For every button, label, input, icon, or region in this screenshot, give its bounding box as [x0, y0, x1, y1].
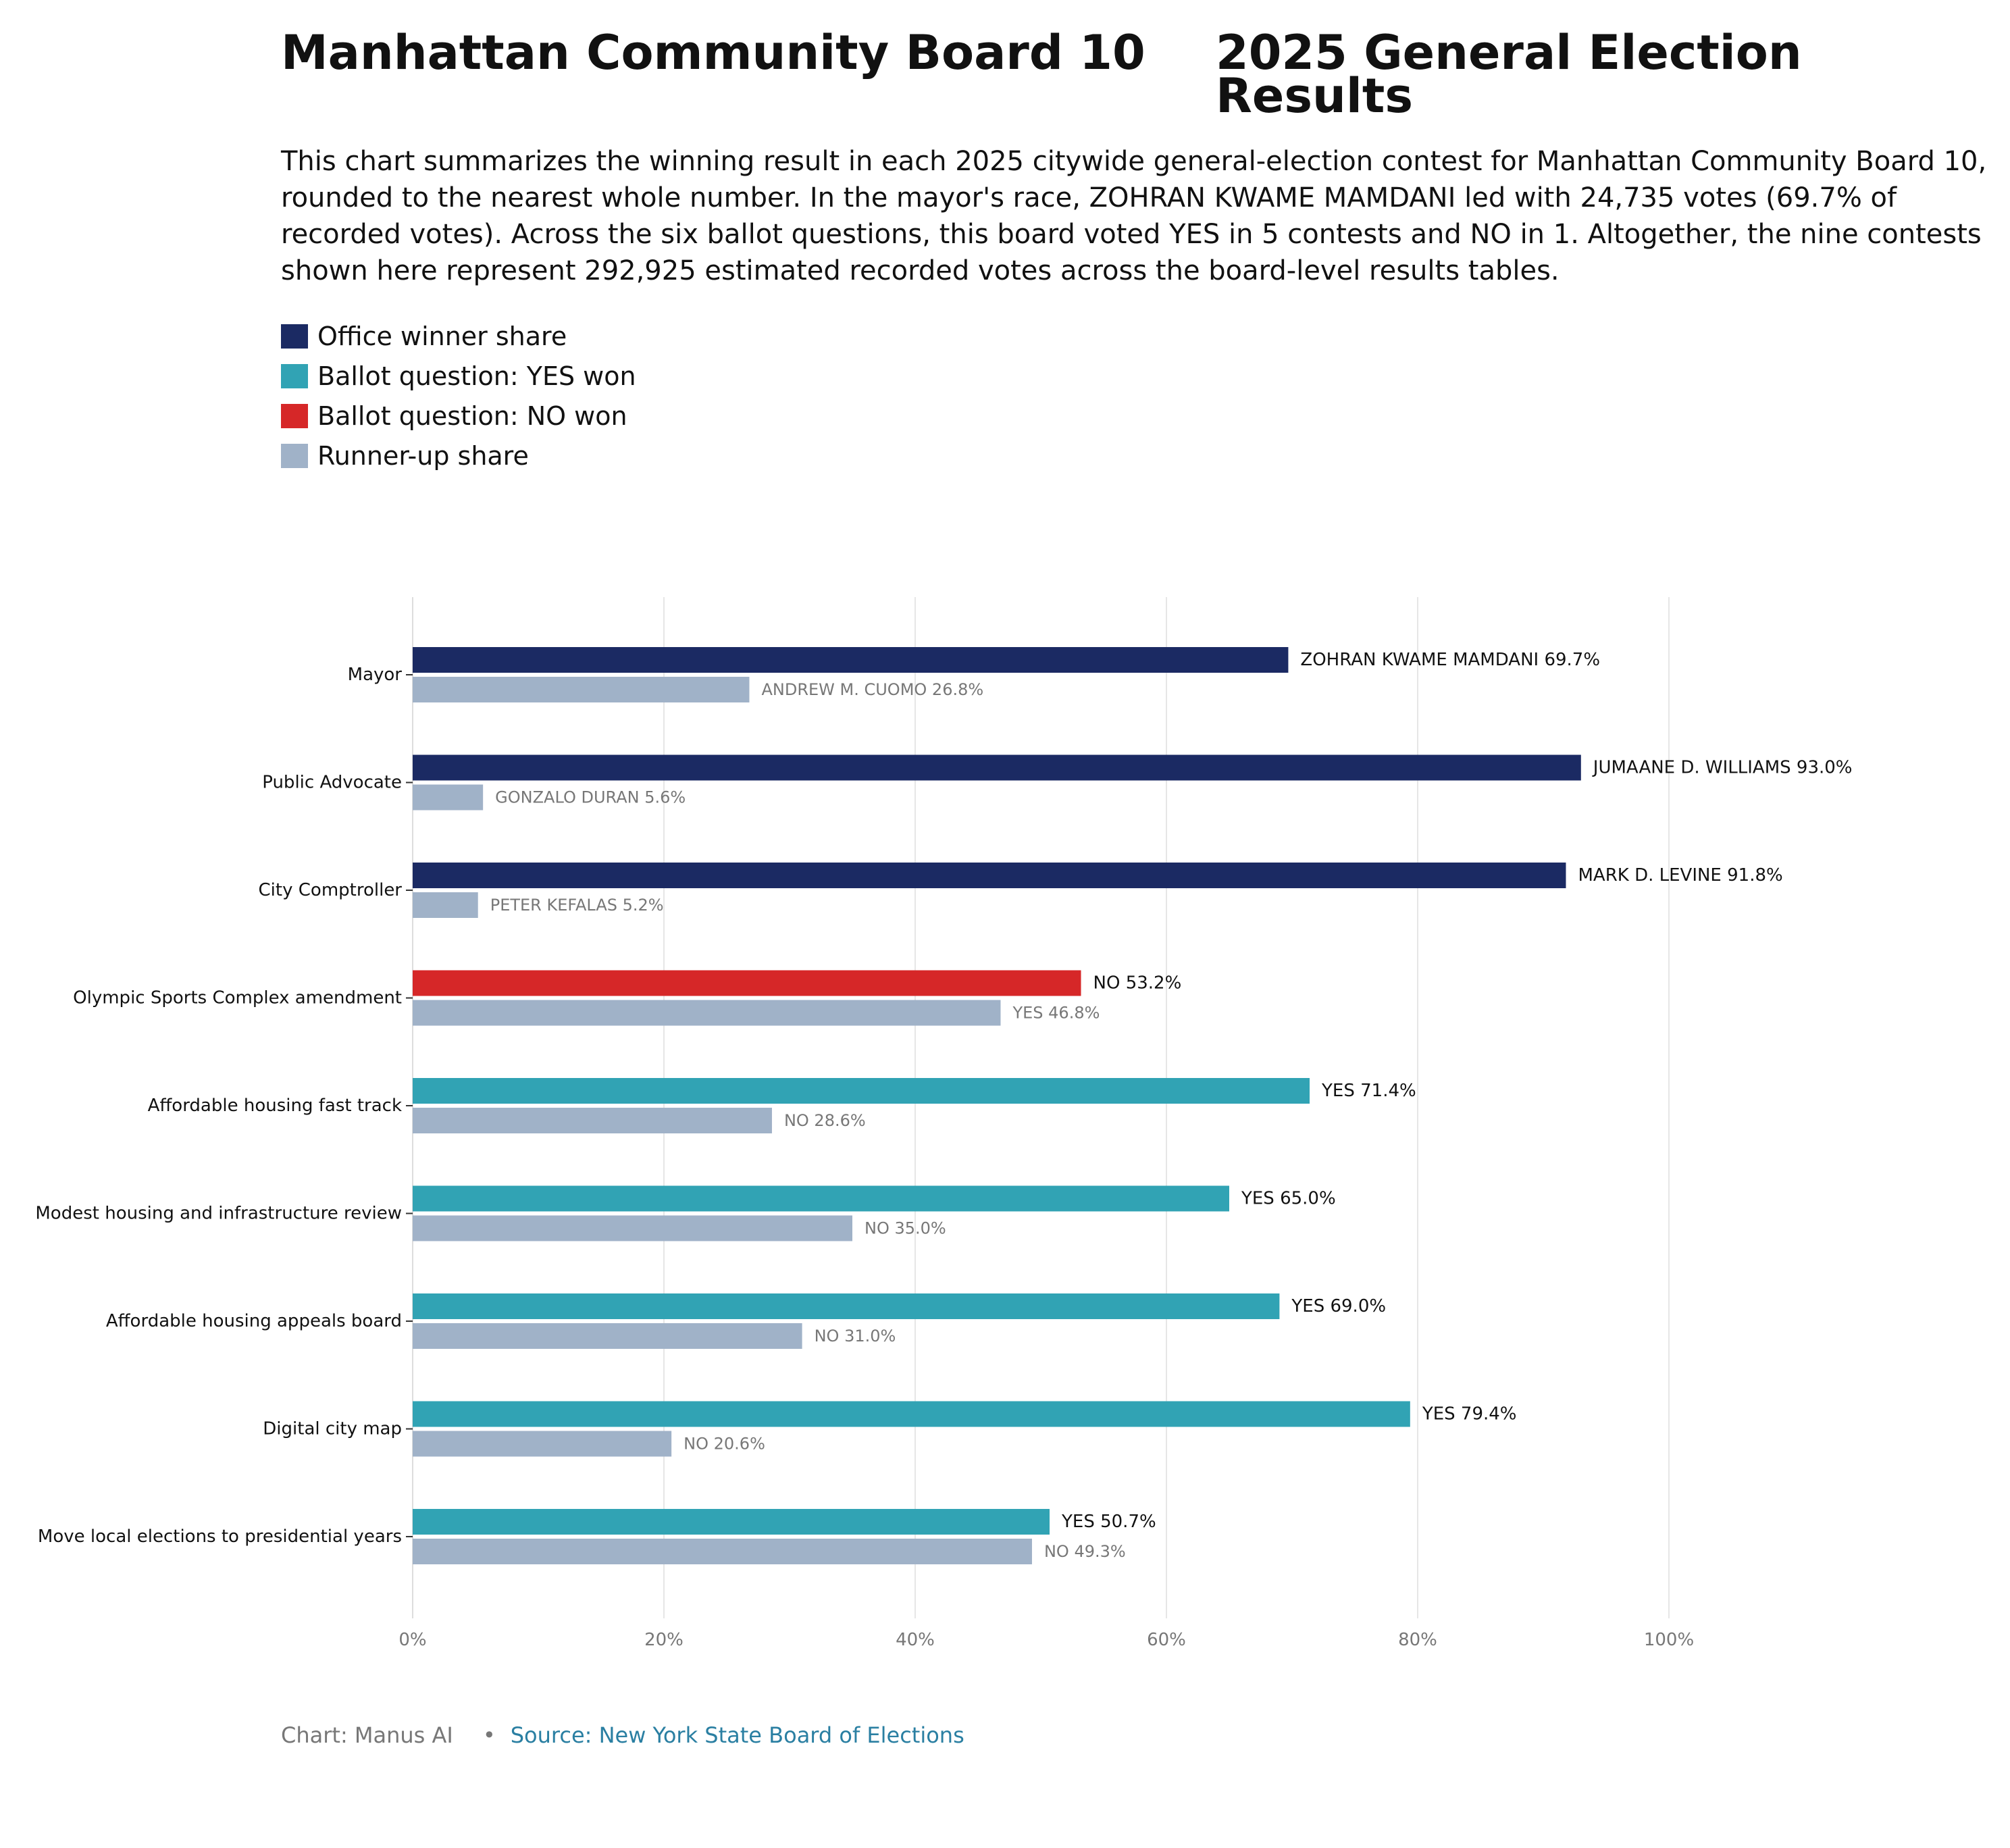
- category-label: Public Advocate: [262, 773, 402, 793]
- winner-bar: [413, 1401, 1410, 1427]
- legend-swatch-yes-won: [281, 363, 308, 388]
- legend-label-no-won: Ballot question: NO won: [317, 401, 627, 431]
- runner-up-data-label: NO 49.3%: [1044, 1542, 1126, 1561]
- legend-label-runner-up: Runner-up share: [317, 440, 529, 471]
- winner-bar: [413, 863, 1566, 888]
- runner-up-bar: [413, 1108, 772, 1133]
- winner-bar: [413, 1185, 1229, 1212]
- x-tick-label: 100%: [1644, 1630, 1694, 1650]
- runner-up-data-label: NO 28.6%: [784, 1111, 866, 1130]
- legend-item-runner-up: Runner-up share: [281, 436, 636, 476]
- x-tick-label: 40%: [896, 1630, 935, 1650]
- chart-credit: Chart: Manus AI: [281, 1722, 453, 1748]
- source-link[interactable]: Source: New York State Board of Election…: [510, 1722, 964, 1748]
- chart-title-right: 2025 General Election Results: [1216, 25, 1802, 124]
- legend-item-no-won: Ballot question: NO won: [281, 396, 636, 436]
- category-label: Olympic Sports Complex amendment: [73, 988, 402, 1008]
- winner-bar: [413, 970, 1081, 996]
- legend-swatch-no-won: [281, 403, 308, 428]
- winner-data-label: YES 71.4%: [1321, 1081, 1416, 1101]
- runner-up-data-label: NO 31.0%: [815, 1327, 896, 1345]
- runner-up-bar: [413, 1323, 802, 1349]
- legend-item-office-winner: Office winner share: [281, 316, 636, 356]
- x-tick-label: 0%: [398, 1630, 426, 1650]
- winner-data-label: MARK D. LEVINE 91.8%: [1578, 865, 1782, 886]
- legend-label-office-winner: Office winner share: [317, 321, 567, 351]
- runner-up-data-label: PETER KEFALAS 5.2%: [490, 896, 664, 915]
- runner-up-bar: [413, 892, 478, 918]
- chart-title-left: Manhattan Community Board 10: [281, 25, 1145, 80]
- winner-bar: [413, 754, 1581, 781]
- winner-bar: [413, 647, 1289, 673]
- winner-data-label: YES 69.0%: [1291, 1296, 1386, 1316]
- legend-swatch-office-winner: [281, 324, 308, 349]
- x-tick-label: 20%: [644, 1630, 684, 1650]
- footer: Chart: Manus AI • Source: New York State B…: [281, 1722, 964, 1748]
- winner-data-label: NO 53.2%: [1093, 973, 1182, 994]
- winner-data-label: YES 50.7%: [1061, 1512, 1156, 1532]
- chart-subtitle: This chart summarizes the winning result…: [281, 146, 1987, 286]
- runner-up-bar: [413, 784, 484, 811]
- category-label: Move local elections to presidential yea…: [38, 1526, 402, 1547]
- bar-chart: 0% 20% 40% 60% 80% 100% ZOHRAN KWAME MAMDANI 6…: [35, 597, 1853, 1650]
- runner-up-data-label: NO 35.0%: [865, 1219, 946, 1238]
- legend-item-yes-won: Ballot question: YES won: [281, 356, 636, 396]
- category-label: Affordable housing fast track: [148, 1096, 402, 1116]
- runner-up-bar: [413, 677, 750, 702]
- category-label: Modest housing and infrastructure review: [35, 1204, 402, 1224]
- winner-data-label: JUMAANE D. WILLIAMS 93.0%: [1592, 758, 1853, 778]
- legend: Office winner share Ballot question: YES…: [281, 316, 636, 476]
- runner-up-bar: [413, 1539, 1032, 1564]
- runner-up-data-label: YES 46.8%: [1012, 1004, 1100, 1023]
- category-label: Mayor: [348, 665, 403, 685]
- x-tick-label: 80%: [1398, 1630, 1437, 1650]
- runner-up-bar: [413, 1000, 1001, 1026]
- category-label: Affordable housing appeals board: [106, 1311, 402, 1331]
- winner-data-label: YES 79.4%: [1422, 1404, 1517, 1424]
- winner-bar: [413, 1293, 1280, 1319]
- runner-up-data-label: NO 20.6%: [684, 1435, 765, 1454]
- x-tick-label: 60%: [1147, 1630, 1186, 1650]
- winner-data-label: YES 65.0%: [1241, 1189, 1336, 1209]
- legend-label-yes-won: Ballot question: YES won: [317, 361, 636, 391]
- runner-up-bar: [413, 1431, 672, 1457]
- category-label: City Comptroller: [259, 880, 403, 900]
- winner-bar: [413, 1509, 1050, 1535]
- runner-up-data-label: GONZALO DURAN 5.6%: [495, 788, 686, 807]
- legend-swatch-runner-up: [281, 443, 308, 468]
- runner-up-bar: [413, 1215, 852, 1241]
- winner-bar: [413, 1078, 1310, 1104]
- category-label: Digital city map: [263, 1419, 402, 1439]
- winner-data-label: ZOHRAN KWAME MAMDANI 69.7%: [1300, 650, 1600, 670]
- runner-up-data-label: ANDREW M. CUOMO 26.8%: [761, 680, 983, 699]
- footer-separator: •: [482, 1722, 496, 1748]
